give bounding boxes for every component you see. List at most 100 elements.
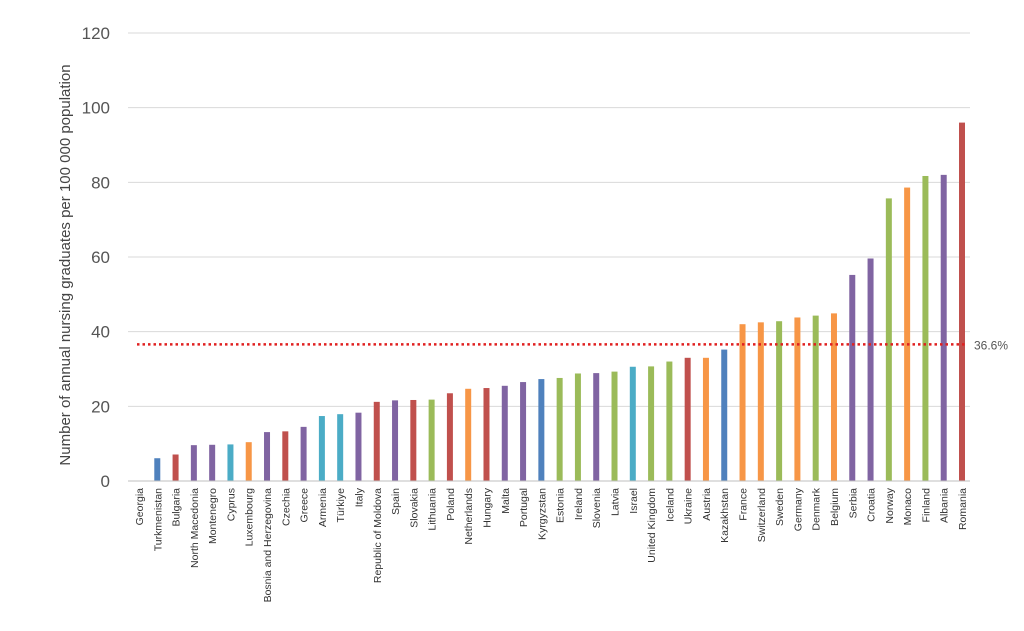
y-axis-ticks: 0 20 40 60 80 100 120 <box>82 24 110 491</box>
bar <box>282 431 289 481</box>
x-tick-label: Finland <box>920 488 932 523</box>
bar <box>337 414 344 481</box>
x-tick-label: Austria <box>701 488 713 521</box>
bar <box>410 399 417 481</box>
x-tick-label: Republic of Moldova <box>372 488 384 583</box>
bar <box>154 458 161 481</box>
x-tick-label: Albania <box>939 488 951 523</box>
bar <box>739 324 746 481</box>
x-tick-label: Bosnia and Herzegovina <box>262 488 274 603</box>
y-tick-label: 80 <box>91 173 110 192</box>
bars <box>154 122 965 482</box>
bar <box>794 317 801 481</box>
bar <box>227 444 234 481</box>
bar <box>373 401 380 481</box>
x-tick-label: Hungary <box>481 487 493 527</box>
x-tick-label: Germany <box>792 487 804 531</box>
x-tick-label: Turkmenistan <box>152 488 164 551</box>
y-tick-label: 20 <box>91 397 110 416</box>
bar <box>904 187 911 481</box>
y-tick-label: 60 <box>91 248 110 267</box>
x-tick-label: Belgium <box>829 488 841 526</box>
y-axis-label: Number of annual nursing graduates per 1… <box>57 64 74 465</box>
bar <box>776 321 783 481</box>
x-tick-label: Slovakia <box>408 488 420 528</box>
x-tick-label: Spain <box>390 488 402 515</box>
x-tick-label: Sweden <box>774 488 786 526</box>
bar <box>959 122 965 481</box>
x-tick-label: Serbia <box>847 488 859 519</box>
y-tick-label: 120 <box>82 24 110 43</box>
y-tick-label: 100 <box>82 99 110 118</box>
x-axis-ticks: Georgia Turkmenistan Bulgaria North Macedon… <box>134 487 969 602</box>
x-tick-label: Denmark <box>811 487 823 530</box>
x-tick-label: Monaco <box>902 488 914 526</box>
bar <box>190 445 197 481</box>
x-tick-label: Georgia <box>134 488 146 526</box>
x-tick-label: Estonia <box>555 488 567 523</box>
x-tick-label: Romania <box>957 488 969 530</box>
x-tick-label: Türkiye <box>335 488 347 523</box>
x-tick-label: Cyprus <box>225 488 237 521</box>
bar <box>611 371 618 481</box>
bar <box>446 393 453 481</box>
y-tick-label: 40 <box>91 323 110 342</box>
bar <box>830 313 837 481</box>
x-tick-label: Netherlands <box>463 488 475 545</box>
average-reference-label: 36.6% <box>974 338 1008 352</box>
bar <box>501 385 508 481</box>
bar <box>483 388 490 481</box>
bar <box>465 388 472 481</box>
bar <box>593 373 600 481</box>
x-tick-label: Slovenia <box>591 488 603 528</box>
x-tick-label: Lithuania <box>427 488 439 531</box>
bar <box>172 454 179 481</box>
x-tick-label: Armenia <box>317 488 329 527</box>
bar <box>922 175 929 481</box>
x-tick-label: Kyrgyzstan <box>536 488 548 540</box>
bar <box>721 349 728 481</box>
bar <box>355 412 362 481</box>
x-tick-label: United Kingdom <box>646 488 658 563</box>
x-tick-label: Italy <box>353 487 365 507</box>
bar <box>428 399 435 481</box>
x-tick-label: Ukraine <box>683 488 695 524</box>
bar <box>300 426 307 481</box>
x-tick-label: Iceland <box>664 488 676 522</box>
x-tick-label: Switzerland <box>756 488 768 542</box>
bar <box>757 322 764 481</box>
x-tick-label: Malta <box>500 488 512 514</box>
bar <box>684 357 691 481</box>
x-tick-label: Kazakhstan <box>719 488 731 543</box>
bar <box>648 366 655 481</box>
x-tick-label: France <box>738 488 750 521</box>
x-tick-label: Norway <box>884 487 896 523</box>
x-tick-label: North Macedonia <box>189 488 201 568</box>
x-tick-label: Bulgaria <box>171 488 183 527</box>
x-tick-label: Montenegro <box>207 488 219 544</box>
x-tick-label: Czechia <box>280 488 292 526</box>
bar <box>812 315 819 481</box>
x-tick-label: Israel <box>628 488 640 514</box>
bar <box>392 400 399 481</box>
x-tick-label: Portugal <box>518 488 530 527</box>
bar <box>885 198 892 482</box>
bar <box>702 357 709 481</box>
x-tick-label: Ireland <box>573 488 585 520</box>
bar <box>666 361 673 481</box>
bar <box>245 442 252 481</box>
bar <box>574 373 581 481</box>
bar <box>629 366 636 481</box>
x-tick-label: Poland <box>445 488 457 521</box>
grid-lines <box>128 32 970 407</box>
bar <box>849 274 856 481</box>
bar <box>264 432 271 481</box>
bar <box>209 444 216 481</box>
x-tick-label: Luxembourg <box>244 488 256 547</box>
bar <box>538 379 545 481</box>
y-tick-label: 0 <box>101 472 110 491</box>
x-tick-label: Greece <box>299 488 311 523</box>
bar <box>867 258 874 481</box>
x-tick-label: Latvia <box>610 488 622 516</box>
